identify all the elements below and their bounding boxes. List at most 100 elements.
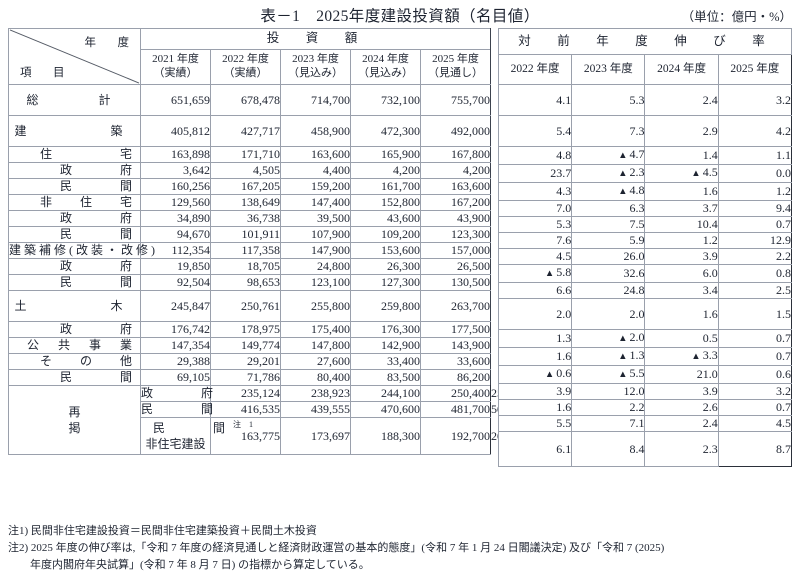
growth-cell: 12.9 [717, 232, 793, 249]
growth-cell: 1.6 [644, 182, 719, 201]
amount-cell: 123,300 [420, 226, 491, 243]
growth-cell: 5.3 [497, 216, 573, 233]
table-row: 1.6 ▲ 1.3 ▲ 3.3 0.7 [497, 347, 793, 366]
amount-cell: 147,800 [280, 337, 351, 354]
recap-vertical-label: 再掲 [8, 384, 141, 456]
growth-cell: ▲ 4.8 [571, 182, 646, 201]
amount-cell: 178,975 [210, 321, 281, 338]
growth-cell: 32.6 [571, 264, 646, 283]
amount-cell: 26,500 [420, 258, 491, 275]
amount-cell: 163,600 [280, 146, 351, 163]
footnote-2: 注2) 2025 年度の伸び率は,「令和 7 年度の経済見通しと経済財政運営の基… [8, 541, 665, 554]
growth-cell: 7.3 [571, 115, 646, 147]
growth-header-year-row: 2022 年度 2023 年度 2024 年度 2025 年度 [497, 54, 793, 85]
table-row: 4.1 5.3 2.4 3.2 [497, 84, 793, 116]
amount-cell: 94,670 [140, 226, 211, 243]
table-row: 建 築 405,812 427,717 458,900 472,300 492,000 [8, 115, 491, 147]
amount-cell: 26,300 [350, 258, 421, 275]
recap-row: 民 間注1非住宅建設163,775173,697188,300192,70020… [9, 416, 530, 456]
amount-header-year-row: 2021 年度 （実績） 2022 年度 （実績） 2023 年度 （見込み） [9, 48, 491, 86]
negative-triangle-icon: ▲ [618, 334, 628, 344]
growth-cell: 2.5 [717, 282, 793, 299]
amount-cell: 163,898 [140, 146, 211, 163]
table-row: 政 府 19,850 18,705 24,800 26,300 26,500 [8, 258, 491, 275]
growth-cell: 3.2 [717, 84, 793, 116]
recap-row: 1.6 2.2 2.6 0.7 [497, 399, 793, 416]
amount-cell: 147,400 [280, 194, 351, 211]
recap-growth-cell: 4.5 [717, 415, 793, 432]
recap-growth-cell: 2.6 [644, 399, 719, 416]
table-row: 4.8 ▲ 4.7 1.4 1.1 [497, 146, 793, 165]
amount-cell: 245,847 [140, 290, 211, 322]
growth-cell: 0.6 [717, 365, 793, 384]
amount-cell: 171,710 [210, 146, 281, 163]
amount-cell: 492,000 [420, 115, 491, 147]
amount-cell: 34,890 [140, 210, 211, 227]
row-label: 民 間 [8, 226, 141, 243]
recap-amount-cell: 173,697 [280, 416, 351, 456]
growth-group-header: 対 前 年 度 伸 び 率 [498, 28, 792, 55]
amount-col-qual-2025: （見通し） [428, 66, 483, 79]
amount-cell: 19,850 [140, 258, 211, 275]
amount-cell: 4,200 [420, 162, 491, 179]
negative-triangle-icon: ▲ [618, 169, 628, 179]
footnote-2-cont: 年度内閣府年央試算」(令和 7 年 8 月 7 日) の指標から算定している。 [30, 558, 370, 571]
table-row: そ の 他 29,388 29,201 27,600 33,400 33,600 [8, 353, 491, 370]
growth-cell: 1.4 [644, 146, 719, 165]
corner-cell: 年 度 項 目 [8, 28, 141, 85]
amount-col-qual-2022: （実績） [223, 66, 268, 79]
amount-panel: 年 度 項 目 投 資 額 2021 年度 （実績） 2022 年度 （実績） [8, 28, 530, 456]
table-row: 公 共 事 業 147,354 149,774 147,800 142,900 143,9… [8, 337, 491, 354]
amount-cell: 4,200 [350, 162, 421, 179]
amount-cell: 678,478 [210, 84, 281, 116]
amount-header-group-row: 年 度 項 目 投 資 額 [8, 28, 491, 85]
amount-col-year-2025: 2025 年度 [432, 53, 479, 66]
amount-col-year-2022: 2022 年度 [222, 53, 269, 66]
growth-cell: 7.0 [497, 200, 573, 217]
recap-amount-cell: 244,100 [350, 385, 421, 402]
recap-amount-cell: 188,300 [350, 416, 421, 456]
growth-cell: 4.8 [497, 146, 573, 165]
recap-growth-cell: 6.1 [497, 431, 573, 467]
amount-cell: 86,200 [420, 369, 491, 386]
growth-cell: 24.8 [571, 282, 646, 299]
amount-col-year-2023: 2023 年度 [292, 53, 339, 66]
recap-amount-cell: 470,600 [350, 401, 421, 418]
row-label: 民 間 [8, 369, 141, 386]
amount-cell: 732,100 [350, 84, 421, 116]
amount-cell: 18,705 [210, 258, 281, 275]
amount-cell: 29,388 [140, 353, 211, 370]
row-label: 公 共 事 業 [8, 337, 141, 354]
growth-cell: 5.9 [571, 232, 646, 249]
amount-cell: 143,900 [420, 337, 491, 354]
amount-cell: 157,000 [420, 242, 491, 259]
growth-table: 対 前 年 度 伸 び 率 2022 年度 2023 年度 2024 年度 20… [497, 28, 793, 467]
growth-col-header-2022: 2022 年度 [497, 54, 573, 85]
growth-cell: 2.0 [497, 298, 573, 330]
row-label: 住 宅 [8, 146, 141, 163]
recap-growth-cell: 7.1 [571, 415, 646, 432]
growth-cell: 12.0 [571, 383, 646, 400]
growth-cell: ▲ 5.5 [571, 365, 646, 384]
growth-col-header-2024: 2024 年度 [644, 54, 719, 85]
recap-row-label: 政 府 [140, 385, 222, 402]
negative-triangle-icon: ▲ [691, 169, 701, 179]
diagonal-line-icon [9, 29, 140, 84]
table-row: 23.7 ▲ 2.3 ▲ 4.5 0.0 [497, 164, 793, 183]
corner-year-label: 年 度 [84, 37, 134, 49]
row-label: 民 間 [8, 178, 141, 195]
growth-cell: 0.7 [717, 347, 793, 366]
table-row: 民 間 160,256 167,205 159,200 161,700 163,600 [8, 178, 491, 195]
negative-triangle-icon: ▲ [691, 352, 701, 362]
recap-row-label: 民 間注1非住宅建設 [140, 416, 253, 456]
growth-cell: ▲ 2.3 [571, 164, 646, 183]
growth-cell: 4.5 [497, 248, 573, 265]
amount-cell: 43,600 [350, 210, 421, 227]
amount-cell: 147,900 [280, 242, 351, 259]
recap-growth-cell: 0.7 [717, 399, 793, 416]
table-row: ▲ 5.8 32.6 6.0 0.8 [497, 264, 793, 283]
amount-cell: 43,900 [420, 210, 491, 227]
negative-triangle-icon: ▲ [618, 352, 628, 362]
